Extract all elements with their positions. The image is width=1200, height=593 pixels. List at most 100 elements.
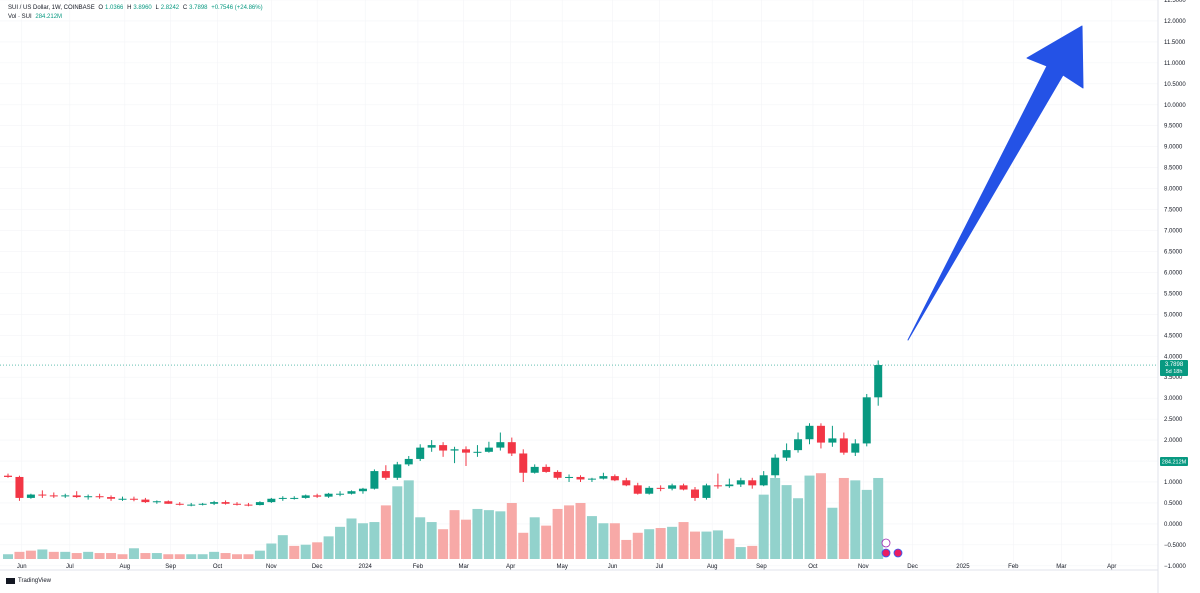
x-tick-label: May [557, 564, 568, 570]
y-tick-label: 5.5000 [1164, 291, 1183, 297]
volume-bar [128, 548, 139, 559]
candle-body [691, 489, 699, 498]
volume-bar [71, 553, 82, 559]
candle-body [118, 498, 127, 500]
candle-body [553, 471, 562, 478]
candle-body [301, 495, 310, 498]
volume-bar [3, 554, 13, 559]
y-tick-label: 6.5000 [1164, 249, 1183, 255]
volume-bar [254, 550, 265, 559]
volume-bar [827, 507, 838, 559]
up-arrow-drawing[interactable] [907, 25, 1084, 341]
volume-row: Vol · SUI 284.212M [8, 13, 265, 22]
candle-body [679, 485, 688, 490]
candle-body [450, 449, 459, 451]
candle-body [347, 491, 356, 494]
candle-body [381, 471, 390, 478]
volume-bar [758, 494, 769, 559]
y-tick-label: 3.5000 [1164, 375, 1183, 381]
volume-bar [346, 518, 357, 559]
volume-bar [415, 517, 426, 559]
volume-bar [815, 473, 826, 559]
volume-bar [690, 531, 700, 559]
volume-bar [461, 519, 471, 559]
candle-body [599, 476, 608, 479]
candle-body [702, 485, 711, 498]
candle-body [290, 497, 299, 499]
candle-body [473, 451, 482, 453]
tradingview-icon [6, 578, 15, 584]
y-tick-label: −0.5000 [1164, 543, 1187, 549]
volume-bar [83, 551, 94, 559]
symbol-title[interactable]: SUI / US Dollar, 1W, COINBASE [8, 5, 95, 11]
volume-bar [655, 528, 666, 559]
candle-body [336, 493, 345, 495]
x-tick-label: Mar [459, 564, 469, 570]
volume-bar [25, 550, 36, 559]
volume-bar [609, 523, 620, 559]
x-tick-label: 2025 [956, 564, 970, 570]
y-axis[interactable]: 12.5000 12.0000 11.5000 11.0000 10.5000 10.00… [1157, 0, 1187, 593]
volume-bar [357, 523, 368, 559]
y-tick-label: 12.5000 [1164, 0, 1186, 4]
change-value: +0.7546 (+24.86%) [211, 5, 263, 11]
volume-bar [37, 549, 48, 559]
price-label: 3.7898 [1165, 362, 1184, 368]
candle-body [107, 497, 116, 499]
volume-bar [861, 489, 872, 559]
volume-bar [541, 525, 552, 559]
x-tick-label: Sep [756, 564, 767, 570]
candle-body [210, 502, 219, 504]
high-label: H [127, 5, 132, 11]
y-tick-label: 0.0000 [1164, 522, 1183, 528]
candle-body [576, 476, 585, 480]
x-tick-label: Jun [17, 564, 27, 570]
tradingview-logo[interactable]: TradingView [6, 578, 51, 584]
volume-bar [117, 554, 128, 559]
volume-label[interactable]: Vol · SUI [8, 14, 32, 20]
y-tick-label: −1.0000 [1164, 564, 1187, 570]
x-axis[interactable]: Jun Jul Aug Sep Oct Nov Dec 2024 Feb Mar Apr May Jun… [0, 564, 1158, 571]
volume-bar [438, 529, 449, 559]
high-value: 3.8960 [133, 5, 152, 11]
candle-body [462, 449, 470, 453]
y-tick-label: 6.0000 [1164, 270, 1183, 276]
candle-body [393, 464, 402, 478]
candle-body [759, 475, 768, 486]
volume-bar [94, 553, 105, 559]
close-label: C [182, 5, 188, 11]
open-label: O [98, 5, 104, 11]
x-tick-label: Jun [608, 564, 618, 570]
volume-bar [575, 502, 586, 559]
volume-bar [495, 511, 506, 559]
candle-body [416, 447, 425, 459]
volume-bar [724, 538, 735, 559]
volume-bar [140, 553, 151, 559]
candle-body [610, 476, 619, 481]
volume-bar [186, 554, 197, 559]
candle-body [72, 495, 81, 498]
candle-body [828, 438, 837, 443]
volume-bar [403, 480, 414, 559]
candle-body [358, 488, 367, 492]
candle-body [839, 438, 848, 453]
brand-name: TradingView [18, 578, 52, 584]
x-tick-label: Apr [1107, 564, 1116, 570]
volume-bar [163, 554, 174, 559]
volume-bar [621, 539, 632, 559]
volume-label-box [1160, 457, 1188, 466]
volume-bar [838, 477, 849, 559]
candle-body [587, 478, 596, 480]
y-tick-label: 8.0000 [1164, 187, 1183, 193]
candle-body [267, 498, 276, 503]
volume-bar [60, 551, 71, 559]
volume-bar [873, 477, 884, 559]
y-tick-label: 8.5000 [1164, 166, 1183, 172]
volume-bar [220, 553, 231, 559]
volume-bar [174, 554, 185, 559]
volume-bar [483, 510, 494, 559]
volume-bar [335, 526, 346, 559]
